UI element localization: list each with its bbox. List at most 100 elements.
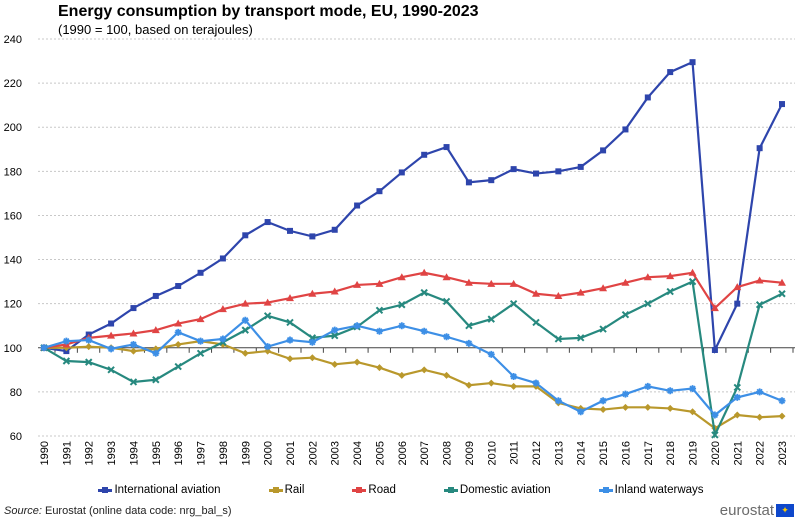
data-point [398,169,405,176]
data-point [196,349,205,357]
data-point [532,379,540,387]
x-tick-label: 2011 [509,441,521,465]
data-point [778,290,786,298]
legend-item[interactable]: Domestic aviation [443,484,551,496]
series-line-rail [44,340,783,430]
data-point [263,312,272,320]
data-point [241,316,249,324]
legend: International aviation Rail Road Domestic a… [0,484,802,496]
data-point [129,340,137,348]
data-point [420,366,428,374]
chart-title: Energy consumption by transport mode, EU… [58,3,479,20]
data-point [174,319,183,327]
legend-item[interactable]: International aviation [98,484,221,496]
data-point [375,279,384,287]
data-point [219,335,227,343]
data-point [465,322,473,330]
data-point [308,289,317,297]
data-point [129,329,138,337]
y-tick-label: 60 [10,431,22,443]
data-point [85,343,93,351]
y-tick-label: 220 [4,78,22,90]
data-point [644,403,652,411]
data-point [532,289,540,297]
data-point [755,276,764,284]
data-point [733,393,741,401]
data-point [152,292,159,299]
x-tick-label: 1995 [151,441,163,465]
x-tick-label: 2003 [330,441,342,465]
legend-item[interactable]: Inland waterways [598,484,704,496]
data-point [398,322,406,330]
source-text: Eurostat (online data code: nrg_bal_s) [41,505,232,517]
data-point [443,371,451,379]
legend-swatch [98,486,113,493]
x-tick-label: 2016 [620,441,632,465]
x-tick-label: 1996 [173,441,185,465]
data-point [756,145,763,152]
data-point [487,315,495,323]
data-point [353,280,362,288]
data-point [643,273,652,281]
x-tick-label: 2000 [263,441,275,465]
data-point [309,233,316,240]
data-point [666,387,674,395]
y-tick-label: 180 [4,166,22,178]
data-point [308,338,316,346]
data-point [621,403,629,411]
data-point [443,333,451,341]
data-point [375,364,383,372]
data-point [129,378,138,386]
x-tick-label: 2019 [688,441,700,465]
legend-label: Road [368,484,396,496]
legend-item[interactable]: Road [352,484,396,496]
data-point [666,404,674,412]
legend-label: Rail [284,484,305,496]
x-tick-label: 2001 [285,441,297,465]
data-point [241,326,249,334]
x-tick-label: 2017 [643,441,655,465]
x-tick-label: 2006 [397,441,409,465]
source-label: Source: [4,505,42,517]
data-point [710,304,719,312]
data-point [62,357,71,365]
data-point [375,306,384,314]
data-point [488,177,495,184]
data-point [308,354,316,362]
x-tick-label: 1990 [39,441,51,465]
data-point [689,408,697,416]
data-point [353,358,361,366]
data-point [85,336,93,344]
data-point [510,372,518,380]
data-point [689,59,696,66]
data-point [175,283,182,290]
x-tick-label: 2009 [464,441,476,465]
data-point [397,273,406,281]
data-point [331,226,338,233]
legend-item[interactable]: Rail [268,484,305,496]
data-point [130,305,137,312]
legend-label: Inland waterways [614,484,704,496]
data-point [264,219,271,226]
x-tick-label: 2007 [419,441,431,465]
y-tick-label: 200 [4,122,22,134]
data-point [286,355,294,363]
data-point [442,297,451,306]
data-point [532,318,540,327]
x-tick-label: 2010 [486,441,498,465]
data-point [599,397,607,405]
data-point [621,278,630,286]
data-point [287,227,293,234]
data-point [733,411,741,419]
legend-swatch [443,486,458,493]
x-tick-label: 2005 [374,441,386,465]
series-line-domestic-aviation [43,280,783,439]
data-point [107,366,115,374]
data-point [197,337,205,345]
series-line-road [43,271,783,349]
x-tick-label: 1998 [218,441,230,465]
data-point [242,232,249,239]
x-tick-label: 2014 [576,441,588,465]
